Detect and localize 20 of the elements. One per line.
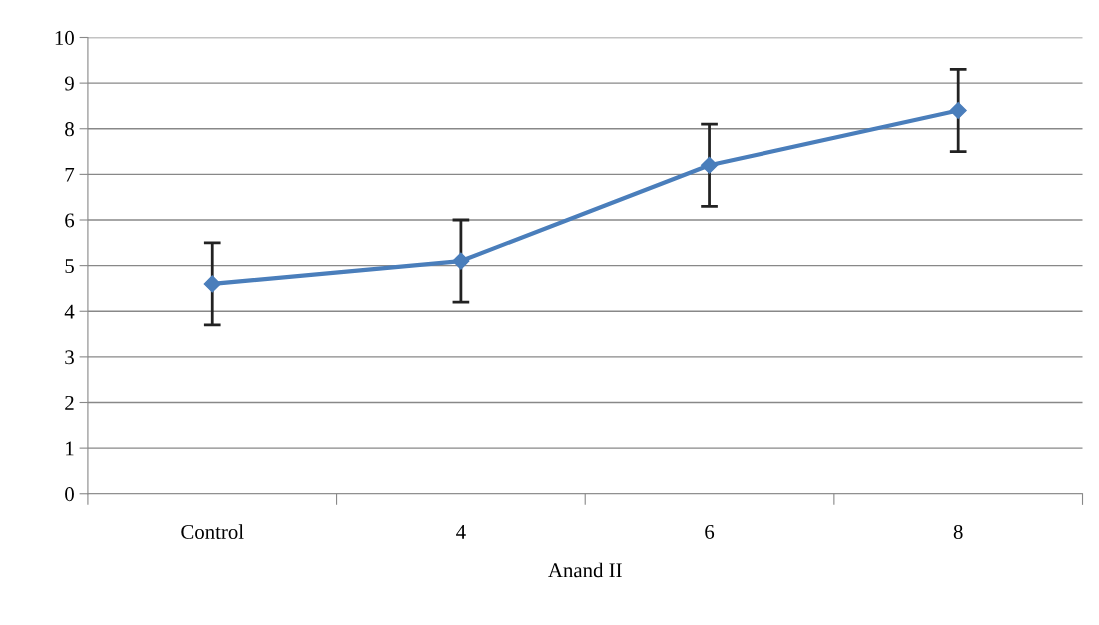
x-tick-label: Control [181, 524, 244, 539]
y-tick-label: 6 [65, 213, 75, 228]
x-tick-label: 6 [705, 524, 715, 539]
y-tick-label: 5 [65, 259, 74, 274]
point [452, 252, 470, 270]
y-tick-label: 9 [64, 76, 74, 91]
point [700, 156, 719, 174]
point [203, 275, 221, 293]
x-axis-title: Anand II [548, 562, 622, 578]
point [949, 101, 967, 120]
x-tick-label: 4 [456, 525, 466, 539]
x-tick-label: 8 [953, 524, 963, 539]
y-tick-label: 10 [55, 30, 74, 45]
y-tick-label: 8 [65, 122, 74, 137]
y-tick-label: 3 [65, 350, 74, 365]
y-tick-label: 7 [65, 167, 75, 182]
y-tick-label: 4 [64, 304, 75, 319]
y-tick-label: 2 [65, 395, 74, 410]
y-tick-label: 1 [66, 441, 74, 456]
y-tick-label: 0 [65, 487, 74, 502]
